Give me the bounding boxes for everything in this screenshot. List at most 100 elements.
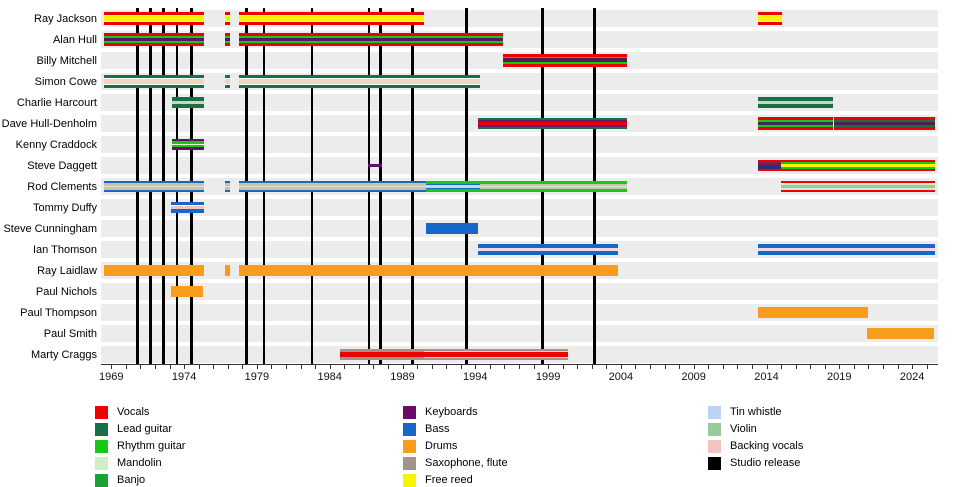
legend-item: Banjo xyxy=(95,473,145,487)
instrument-stripe xyxy=(479,189,627,192)
instrument-stripe xyxy=(224,185,230,188)
instrument-stripe xyxy=(224,84,230,88)
legend-label: Tin whistle xyxy=(730,406,782,418)
instrument-stripe xyxy=(104,84,204,88)
instrument-stripe xyxy=(238,185,426,188)
instrument-stripe xyxy=(224,180,230,184)
x-axis-tick xyxy=(358,365,360,369)
x-axis-tick-label: 2014 xyxy=(754,371,779,383)
legend-item: Saxophone, flute xyxy=(403,456,508,470)
legend-swatch xyxy=(708,405,721,419)
legend-label: Saxophone, flute xyxy=(425,457,508,469)
membership-bar xyxy=(781,180,936,193)
instrument-stripe xyxy=(757,117,834,120)
instrument-stripe xyxy=(172,139,204,142)
instrument-stripe xyxy=(502,62,627,65)
instrument-stripe xyxy=(478,126,627,130)
x-axis-tick xyxy=(125,365,127,369)
member-label: Marty Craggs xyxy=(30,348,97,361)
x-axis-tick xyxy=(897,365,899,369)
instrument-stripe xyxy=(757,124,834,127)
instrument-stripe xyxy=(172,143,204,146)
timeline-row xyxy=(101,94,938,111)
x-axis-tick-label: 1994 xyxy=(463,371,488,383)
x-axis-tick-label: 2004 xyxy=(608,371,634,383)
x-axis-tick xyxy=(577,365,579,369)
instrument-stripe xyxy=(104,32,204,36)
membership-bar xyxy=(478,244,618,255)
x-axis-tick xyxy=(620,365,622,369)
x-axis-tick xyxy=(664,365,666,369)
membership-bar xyxy=(866,328,934,339)
x-axis-tick xyxy=(722,365,724,369)
x-axis-tick xyxy=(591,365,593,369)
membership-bar xyxy=(104,12,204,25)
instrument-stripe xyxy=(104,183,204,186)
timeline-row xyxy=(101,220,938,237)
membership-bar xyxy=(757,117,834,130)
legend-item: Violin xyxy=(708,422,757,436)
member-label: Paul Nichols xyxy=(35,285,97,298)
x-axis-tick xyxy=(256,365,258,369)
instrument-stripe xyxy=(339,349,425,352)
x-axis-tick xyxy=(460,365,462,369)
legend-item: Drums xyxy=(403,439,457,453)
instrument-stripe xyxy=(757,159,781,163)
legend-item: Mandolin xyxy=(95,456,162,470)
instrument-stripe xyxy=(478,117,627,120)
legend-item: Keyboards xyxy=(403,405,478,419)
instrument-stripe xyxy=(757,119,834,122)
legend-label: Violin xyxy=(730,423,757,435)
instrument-stripe xyxy=(502,56,627,59)
x-axis-tick xyxy=(562,365,564,369)
x-axis-tick xyxy=(286,365,287,369)
x-axis-tick xyxy=(912,365,914,369)
instrument-stripe xyxy=(224,43,230,47)
instrument-stripe xyxy=(757,101,834,104)
instrument-stripe xyxy=(478,244,618,249)
member-label: Paul Smith xyxy=(43,327,97,340)
x-axis-tick xyxy=(387,365,389,369)
legend-item: Vocals xyxy=(95,405,149,419)
x-axis-tick xyxy=(868,365,870,369)
x-axis-tick xyxy=(431,365,433,369)
instrument-stripe xyxy=(238,20,425,22)
legend-item: Lead guitar xyxy=(95,422,172,436)
instrument-stripe xyxy=(104,37,204,42)
instrument-stripe xyxy=(781,183,936,186)
membership-bar xyxy=(339,349,425,360)
membership-bar xyxy=(104,180,204,193)
legend-label: Backing vocals xyxy=(730,440,804,452)
x-axis-tick xyxy=(140,365,142,369)
instrument-stripe xyxy=(833,126,936,130)
legend-swatch xyxy=(95,405,108,419)
instrument-stripe xyxy=(104,189,204,193)
instrument-stripe xyxy=(757,14,783,17)
membership-bar xyxy=(757,97,834,108)
instrument-stripe xyxy=(238,12,425,15)
membership-bar xyxy=(833,117,936,130)
membership-bar xyxy=(238,12,425,25)
x-axis-tick xyxy=(169,365,171,369)
instrument-stripe xyxy=(757,126,834,130)
instrument-stripe xyxy=(478,119,627,122)
membership-bar xyxy=(367,163,383,168)
instrument-stripe xyxy=(757,20,783,22)
instrument-stripe xyxy=(224,35,230,38)
instrument-stripe xyxy=(104,185,204,188)
membership-bar xyxy=(757,307,869,318)
legend-label: Lead guitar xyxy=(117,423,173,435)
x-axis-tick xyxy=(708,365,710,369)
instrument-stripe xyxy=(172,97,204,102)
x-axis-tick xyxy=(824,365,826,369)
instrument-stripe xyxy=(224,41,230,44)
instrument-stripe xyxy=(104,14,204,17)
member-label: Ray Jackson xyxy=(34,12,97,25)
x-axis-tick xyxy=(402,365,404,369)
instrument-stripe xyxy=(171,205,204,207)
x-axis-tick-label: 1999 xyxy=(535,371,561,383)
instrument-stripe xyxy=(238,32,503,36)
membership-bar xyxy=(757,159,781,172)
instrument-stripe xyxy=(172,147,204,150)
instrument-stripe xyxy=(224,75,230,79)
